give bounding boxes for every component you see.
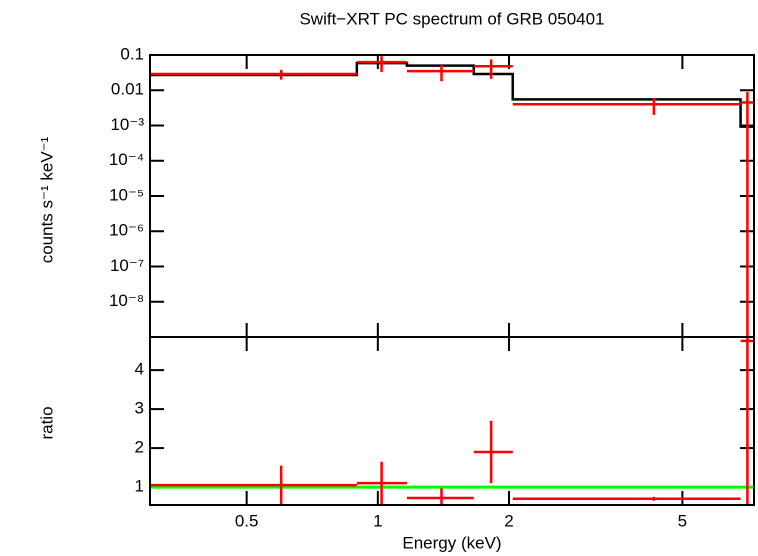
x-tick-label: 2 [504, 511, 513, 530]
y-tick-label: 10⁻⁸ [109, 291, 144, 310]
y-tick-label: 10⁻⁵ [109, 185, 144, 204]
y-axis-label: ratio [37, 406, 56, 439]
plot-frame [149, 336, 755, 506]
y-tick-label: 10⁻⁶ [109, 221, 144, 240]
x-axis-label: Energy (keV) [402, 533, 501, 552]
y-axis-label: counts s⁻¹ keV⁻¹ [37, 136, 56, 263]
model-step [150, 61, 754, 128]
y-tick-label: 10⁻⁴ [109, 150, 144, 169]
x-tick-label: 5 [678, 511, 687, 530]
y-tick-label: 2 [135, 438, 144, 457]
y-tick-label: 0.1 [120, 44, 144, 63]
y-tick-label: 1 [135, 477, 144, 496]
y-tick-label: 10⁻³ [110, 115, 144, 134]
y-tick-label: 10⁻⁷ [110, 256, 144, 275]
plot-frame [149, 54, 755, 338]
y-tick-label: 4 [135, 360, 144, 379]
y-tick-label: 3 [135, 399, 144, 418]
y-tick-label: 0.01 [111, 80, 144, 99]
chart-title: Swift−XRT PC spectrum of GRB 050401 [299, 9, 604, 28]
x-tick-label: 0.5 [235, 511, 259, 530]
x-tick-label: 1 [373, 511, 382, 530]
